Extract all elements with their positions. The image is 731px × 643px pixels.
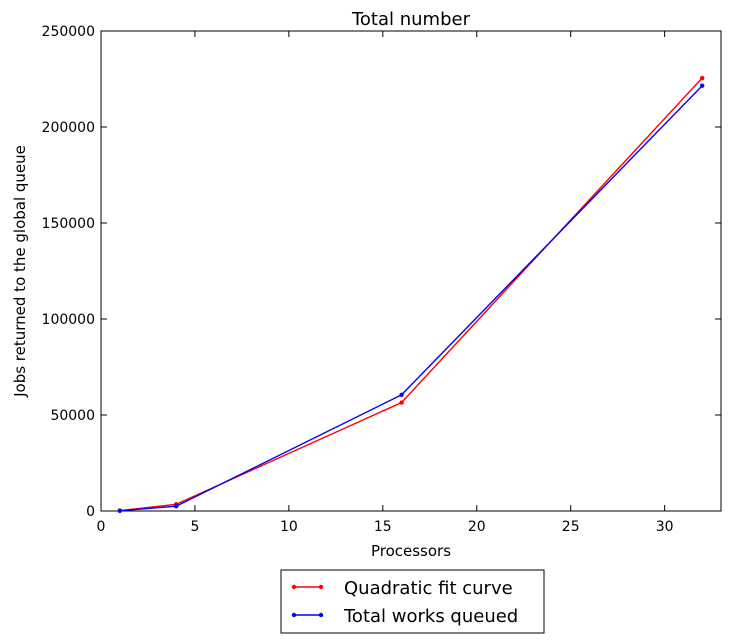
x-tick-label: 20 <box>468 519 486 535</box>
x-tick-label: 10 <box>280 519 298 535</box>
y-tick-label: 250000 <box>42 24 95 40</box>
legend-swatch-marker <box>318 584 324 590</box>
legend-label: Total works queued <box>343 606 518 627</box>
x-tick-label: 15 <box>374 519 392 535</box>
y-axis-title: Jobs returned to the global queue <box>11 145 29 398</box>
plot-area <box>100 30 722 512</box>
y-tick-label: 100000 <box>42 312 95 328</box>
x-tick-label: 0 <box>97 519 106 535</box>
x-axis: 0 5 10 15 20 25 30 <box>97 31 674 535</box>
legend-label: Quadratic fit curve <box>344 578 513 599</box>
x-tick-label: 25 <box>562 519 580 535</box>
legend-swatch-marker <box>291 584 297 590</box>
y-tick-label: 200000 <box>42 120 95 136</box>
plot-border <box>100 30 722 512</box>
y-axis: 0 50000 100000 150000 200000 250000 <box>42 24 721 520</box>
y-tick-label: 0 <box>86 504 95 520</box>
series-line <box>119 85 703 512</box>
y-tick-label: 50000 <box>50 408 95 424</box>
series-0 <box>117 75 705 513</box>
data-point <box>700 75 705 81</box>
series-line <box>119 77 703 512</box>
x-axis-title: Processors <box>371 542 451 560</box>
series-layer <box>117 75 705 514</box>
legend-swatch-marker <box>318 612 324 618</box>
data-point <box>117 508 122 514</box>
data-point <box>399 400 404 405</box>
legend: Quadratic fit curve Total works queued <box>280 569 545 634</box>
x-tick-label: 30 <box>656 519 674 535</box>
chart-title: Total number <box>351 9 471 30</box>
y-tick-label: 150000 <box>42 216 95 232</box>
data-point <box>173 504 179 509</box>
legend-box <box>280 569 545 634</box>
data-point <box>399 392 404 398</box>
series-1 <box>117 83 705 514</box>
x-tick-label: 5 <box>190 519 199 535</box>
legend-swatch-marker <box>291 612 297 618</box>
data-point <box>700 83 705 88</box>
